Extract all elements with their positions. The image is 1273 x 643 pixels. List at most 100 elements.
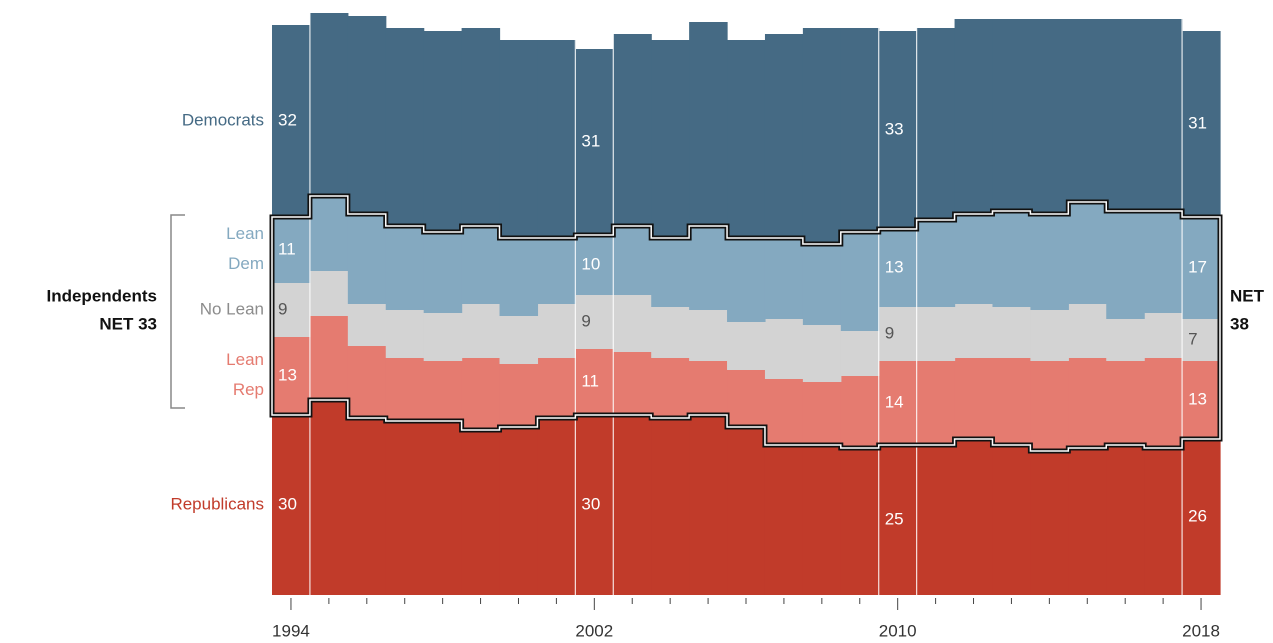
segment xyxy=(1182,319,1221,361)
segment xyxy=(1106,19,1145,211)
segment xyxy=(840,376,880,448)
segment xyxy=(727,238,766,322)
segment xyxy=(272,283,311,337)
data-label: 31 xyxy=(1188,113,1207,132)
bracket xyxy=(170,214,185,409)
annotation: Independents xyxy=(46,286,157,305)
segment xyxy=(764,319,804,379)
segment xyxy=(385,310,425,358)
segment xyxy=(575,49,614,235)
data-label: 7 xyxy=(1188,329,1197,348)
segment xyxy=(1030,451,1069,595)
segment xyxy=(1068,202,1107,304)
segment xyxy=(802,382,842,445)
segment xyxy=(1068,19,1107,202)
segment xyxy=(461,358,501,430)
segment xyxy=(575,349,614,415)
segment xyxy=(1144,358,1183,448)
segment xyxy=(916,28,956,220)
segment xyxy=(1144,211,1183,313)
annotation: NET 33 xyxy=(99,314,157,333)
segment xyxy=(385,358,425,421)
segment xyxy=(1030,19,1069,214)
segment xyxy=(727,40,766,238)
segment xyxy=(651,40,690,238)
segment xyxy=(916,220,956,307)
series-label: Democrats xyxy=(182,110,264,129)
segment xyxy=(537,418,576,595)
segment xyxy=(423,31,463,232)
segment xyxy=(764,34,804,238)
x-tick-label: 2018 xyxy=(1182,621,1220,640)
data-label: 13 xyxy=(1188,389,1207,408)
segment xyxy=(878,445,918,595)
data-label: 13 xyxy=(885,257,904,276)
segment xyxy=(272,217,311,283)
segment xyxy=(423,232,463,313)
segment xyxy=(727,370,766,427)
segment xyxy=(575,415,614,595)
segment xyxy=(840,331,880,376)
segment xyxy=(1068,304,1107,358)
segment xyxy=(954,304,994,358)
segment xyxy=(1144,448,1183,595)
segment xyxy=(1182,217,1221,319)
segment xyxy=(954,19,994,214)
data-label: 32 xyxy=(278,110,297,129)
segment xyxy=(1144,19,1183,211)
data-label: 31 xyxy=(581,131,600,150)
segment xyxy=(537,358,576,418)
data-label: 17 xyxy=(1188,257,1207,276)
data-label: 13 xyxy=(278,365,297,384)
annotation: NET xyxy=(1230,286,1265,305)
segment xyxy=(347,346,387,418)
data-label: 26 xyxy=(1188,506,1207,525)
segment xyxy=(1106,319,1145,361)
segment xyxy=(1068,358,1107,448)
segment xyxy=(575,295,614,349)
segment xyxy=(537,238,576,304)
segment xyxy=(840,232,880,331)
segment xyxy=(613,295,652,352)
segment xyxy=(802,244,842,325)
segment xyxy=(537,40,576,238)
series-label: Lean Dem xyxy=(226,224,264,273)
segment xyxy=(802,445,842,595)
segment xyxy=(309,196,349,271)
segment xyxy=(385,28,425,226)
segment xyxy=(272,337,311,415)
segment xyxy=(347,16,387,214)
data-label: 14 xyxy=(885,392,904,411)
data-label: 11 xyxy=(278,239,296,258)
segment xyxy=(1182,361,1221,439)
x-tick-label: 2002 xyxy=(575,621,613,640)
segment xyxy=(347,304,387,346)
segment xyxy=(309,271,349,316)
plot-area xyxy=(272,3,1221,595)
segment xyxy=(1182,31,1221,217)
segment xyxy=(992,358,1031,445)
segment xyxy=(537,304,576,358)
segment xyxy=(954,358,994,439)
segment xyxy=(916,361,956,445)
segment xyxy=(613,352,652,415)
segment xyxy=(423,313,463,361)
segment xyxy=(1106,445,1145,595)
segment xyxy=(385,421,425,595)
segment xyxy=(1030,310,1069,361)
segment xyxy=(764,445,804,595)
segment xyxy=(992,307,1031,358)
segment xyxy=(689,22,728,226)
data-label: 10 xyxy=(581,254,600,273)
segment xyxy=(916,445,956,595)
segment xyxy=(954,214,994,304)
segment xyxy=(689,310,728,361)
data-label: 25 xyxy=(885,509,904,528)
segment xyxy=(347,418,387,595)
segment xyxy=(689,361,728,415)
segment xyxy=(461,304,501,358)
segment xyxy=(499,40,539,238)
segment xyxy=(1030,361,1069,451)
